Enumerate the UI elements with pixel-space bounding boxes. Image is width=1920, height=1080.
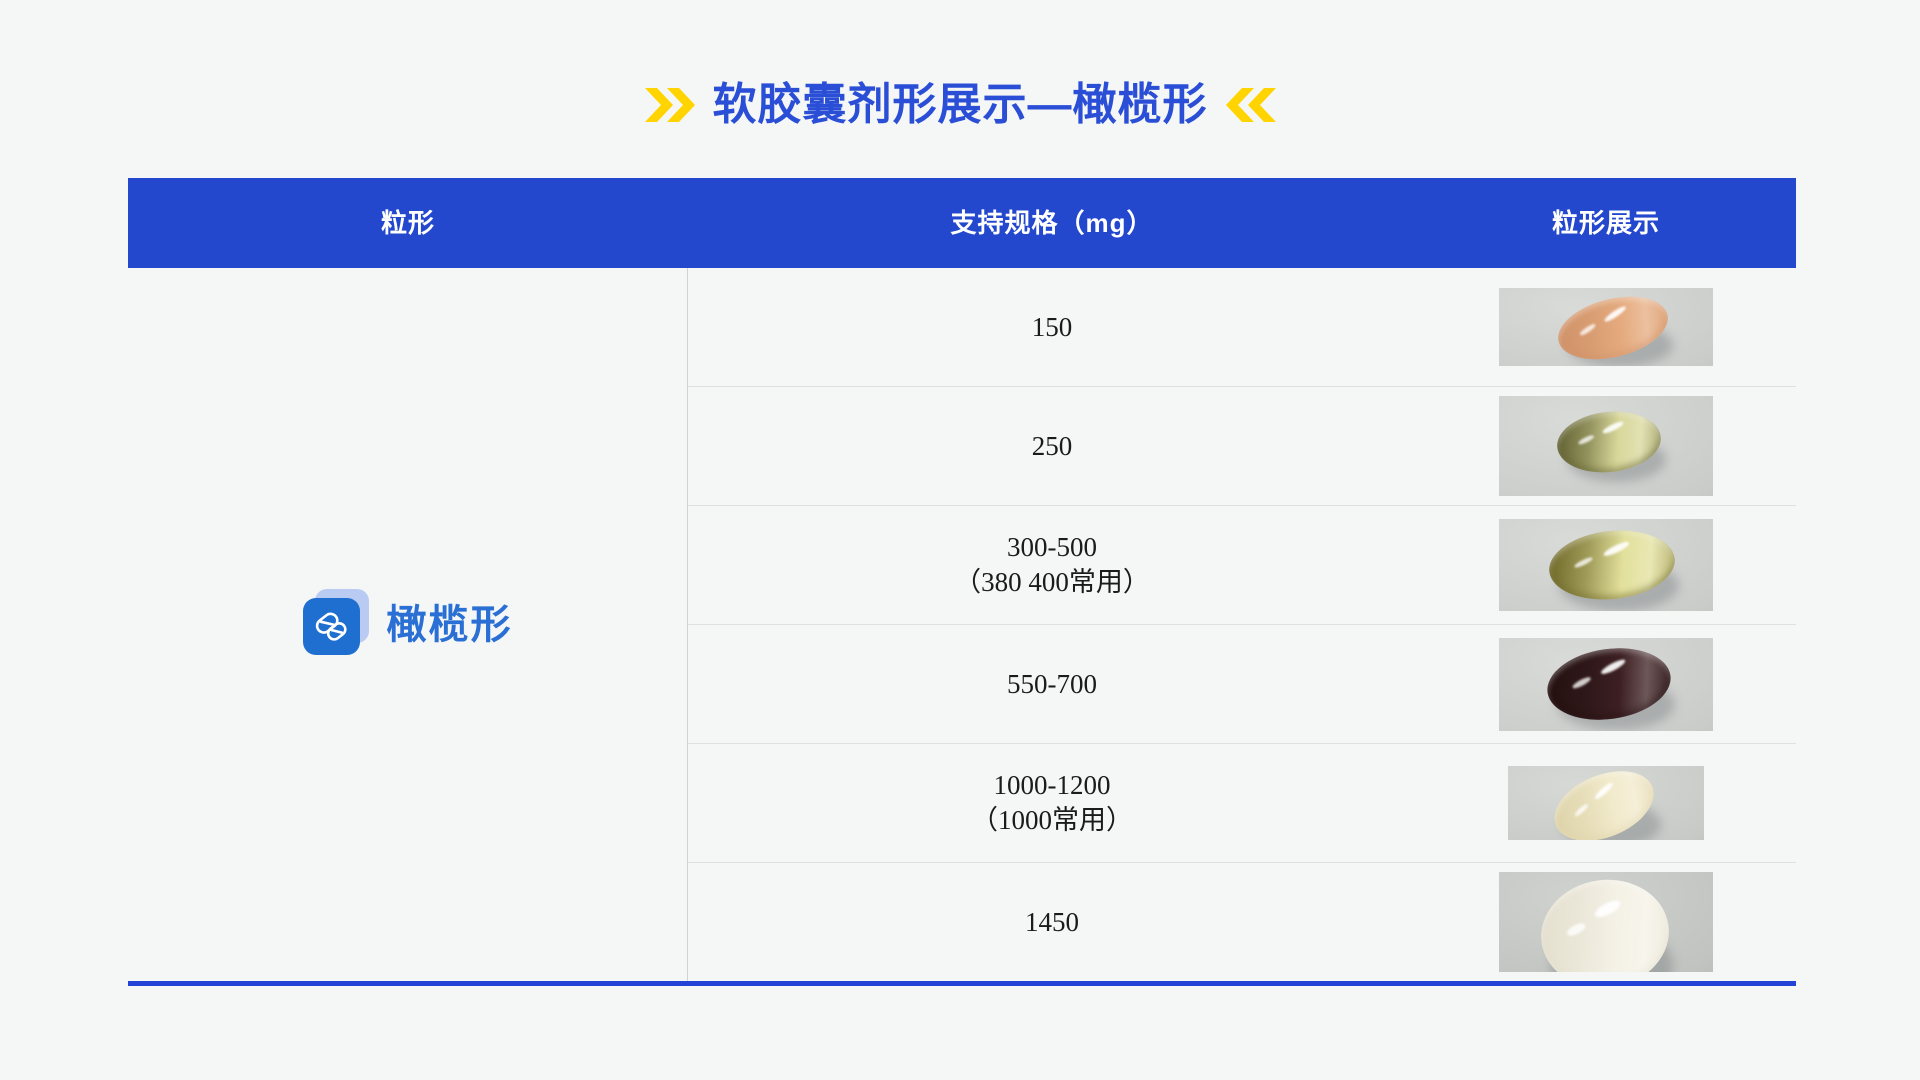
spec-value: 1000-1200 （1000常用） — [688, 768, 1416, 837]
table-row: 550-700 — [688, 625, 1796, 744]
pill-photo-cell — [1416, 863, 1796, 981]
table-header-row: 粒形 支持规格（mg） 粒形展示 — [128, 178, 1796, 268]
shape-label: 橄榄形 — [386, 602, 513, 647]
spec-line: （1000常用） — [971, 805, 1133, 835]
double-chevron-right-icon — [643, 85, 697, 125]
spec-value: 550-700 — [688, 667, 1416, 702]
table-body: 橄榄形 150 250 300-500 （380 400常用） 550-700 1000-… — [128, 268, 1796, 986]
spec-line: 150 — [1031, 311, 1073, 342]
pill-photo — [1499, 872, 1713, 972]
column-header-shape: 粒形 — [380, 208, 435, 238]
shape-cell: 橄榄形 — [128, 268, 688, 981]
shape-spec-table: 粒形 支持规格（mg） 粒形展示 — [128, 178, 1796, 986]
spec-value: 250 — [688, 429, 1416, 464]
pill-photo — [1499, 637, 1713, 731]
pill-photo-cell — [1416, 506, 1796, 624]
pill-photo-cell — [1416, 625, 1796, 743]
spec-line: （380 400常用） — [954, 567, 1150, 597]
spec-rows: 150 250 300-500 （380 400常用） 550-700 1000-1200… — [688, 268, 1796, 981]
pill-photo — [1499, 288, 1713, 366]
pill-photo-cell — [1416, 744, 1796, 862]
table-row: 300-500 （380 400常用） — [688, 506, 1796, 625]
column-header-spec: 支持规格（mg） — [950, 208, 1154, 238]
page-title-row: 软胶囊剂形展示—橄榄形 — [0, 74, 1920, 136]
double-chevron-left-icon — [1224, 85, 1278, 125]
pill-photo-cell — [1416, 268, 1796, 386]
column-header-preview: 粒形展示 — [1551, 208, 1660, 238]
spec-line: 550-700 — [1007, 668, 1097, 699]
spec-value: 300-500 （380 400常用） — [688, 530, 1416, 599]
spec-line: 300-500 — [1007, 532, 1097, 563]
table-row: 1000-1200 （1000常用） — [688, 744, 1796, 863]
pill-photo-cell — [1416, 387, 1796, 505]
pill-photo — [1508, 766, 1704, 840]
table-row: 250 — [688, 387, 1796, 506]
page-title: 软胶囊剂形展示—橄榄形 — [712, 80, 1208, 129]
spec-line: 250 — [1031, 430, 1073, 461]
spec-line: 1450 — [1025, 906, 1079, 937]
table-row: 1450 — [688, 863, 1796, 981]
spec-value: 150 — [688, 310, 1416, 345]
pill-photo — [1499, 519, 1713, 611]
pill-photo — [1499, 396, 1713, 496]
capsule-pill-icon — [302, 588, 369, 656]
softgel-capsule — [1534, 872, 1676, 972]
spec-value: 1450 — [688, 905, 1416, 940]
table-row: 150 — [688, 268, 1796, 387]
spec-line: 1000-1200 — [993, 770, 1111, 801]
